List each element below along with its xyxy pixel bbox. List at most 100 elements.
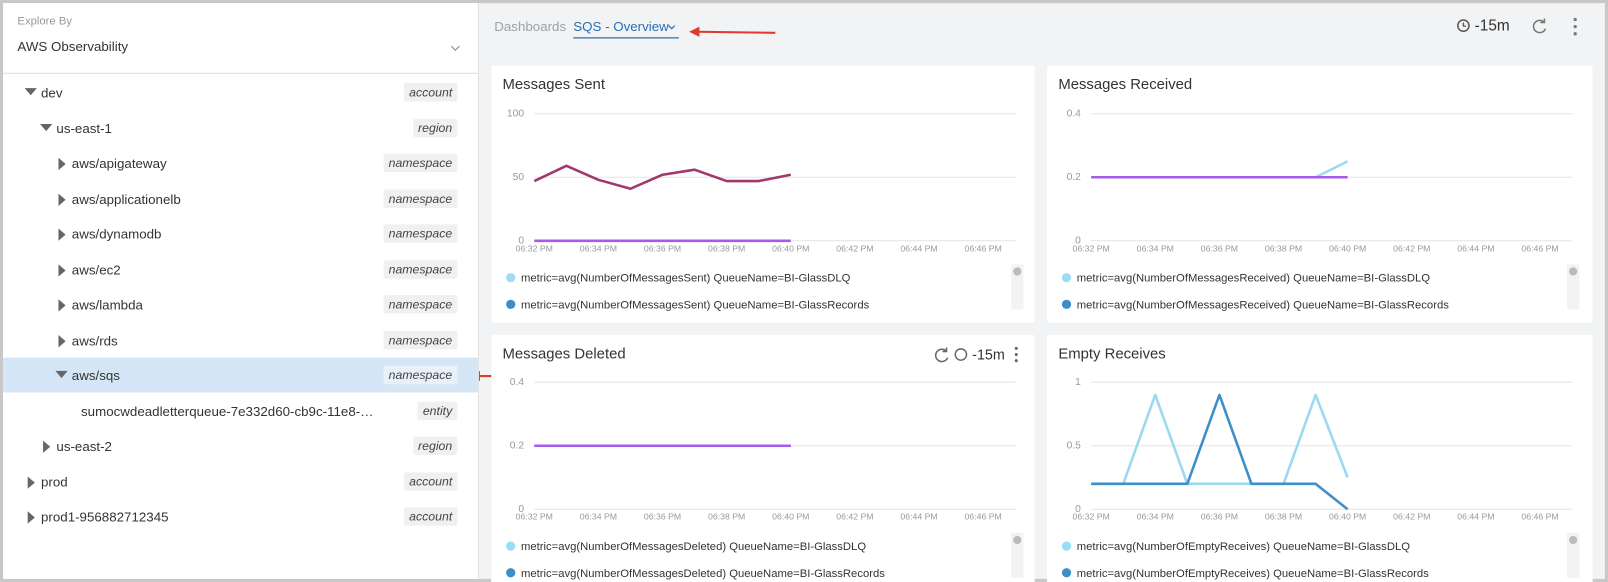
- tree-label: us-east-1: [56, 120, 112, 136]
- tree-row[interactable]: aws/apigateway namespace: [3, 146, 478, 181]
- x-tick-label: 06:32 PM: [516, 243, 553, 253]
- x-tick-label: 06:38 PM: [1265, 243, 1302, 253]
- tree-tag: namespace: [383, 330, 458, 349]
- expand-toggle[interactable]: [58, 157, 66, 171]
- expand-toggle[interactable]: [58, 299, 66, 312]
- refresh-icon: [934, 347, 949, 363]
- tree-tag: entity: [417, 401, 458, 420]
- clock-icon: [954, 348, 968, 361]
- tree-label: aws/dynamodb: [71, 226, 162, 242]
- x-tick-label: 06:32 PM: [1073, 512, 1110, 522]
- x-tick-label: 06:44 PM: [900, 243, 937, 253]
- expand-toggle[interactable]: [39, 123, 53, 131]
- legend-label[interactable]: metric=avg(NumberOfMessagesSent) QueueNa…: [521, 273, 851, 285]
- y-tick-label: 0.2: [510, 440, 525, 451]
- legend-swatch: [506, 273, 516, 283]
- legend-scrollbar: [1566, 532, 1580, 578]
- legend-label[interactable]: metric=avg(NumberOfMessagesDeleted) Queu…: [521, 541, 866, 553]
- tree-row[interactable]: prod1-956882712345 account: [3, 499, 478, 534]
- expand-toggle[interactable]: [58, 228, 66, 241]
- x-tick-label: 06:38 PM: [1265, 512, 1302, 522]
- tree-row[interactable]: dev account: [3, 75, 478, 110]
- expand-toggle[interactable]: [58, 263, 66, 277]
- y-tick-label: 1: [1075, 377, 1081, 388]
- x-tick-label: 06:44 PM: [1457, 243, 1494, 253]
- tree-tag: region: [412, 118, 458, 137]
- scroll-thumb: [1569, 267, 1578, 276]
- expand-toggle[interactable]: [58, 193, 66, 206]
- expand-toggle[interactable]: [24, 88, 37, 96]
- x-tick-label: 06:40 PM: [1329, 243, 1366, 253]
- legend-scrollbar: [1011, 264, 1024, 310]
- expand-toggle[interactable]: [58, 334, 66, 347]
- panel: [1047, 335, 1593, 582]
- legend-swatch: [506, 299, 516, 309]
- legend-label[interactable]: metric=avg(NumberOfMessagesSent) QueueNa…: [521, 299, 870, 311]
- menu-dot: [1014, 359, 1018, 363]
- x-tick-label: 06:46 PM: [1521, 512, 1558, 522]
- y-tick-label: 0.4: [1067, 108, 1082, 119]
- legend-label[interactable]: metric=avg(NumberOfMessagesReceived) Que…: [1077, 299, 1449, 311]
- tree-label: aws/sqs: [71, 367, 120, 384]
- expand-toggle[interactable]: [43, 440, 51, 453]
- x-tick-label: 06:32 PM: [516, 512, 553, 522]
- tree-tag: namespace: [383, 365, 458, 385]
- divider: [3, 72, 478, 74]
- annotation-arrow: [697, 30, 776, 34]
- x-tick-label: 06:32 PM: [1073, 243, 1110, 253]
- expand-toggle[interactable]: [27, 475, 35, 489]
- expand-toggle[interactable]: [55, 370, 68, 379]
- tree-row[interactable]: aws/lambda namespace: [3, 287, 478, 322]
- legend-swatch: [1061, 299, 1072, 309]
- dashboard-selector[interactable]: SQS - Overview: [573, 19, 669, 34]
- clock-hand: [1462, 22, 1466, 27]
- legend-scrollbar: [1011, 532, 1024, 578]
- tree-row[interactable]: us-east-2 region: [3, 428, 478, 463]
- menu-dot: [1014, 352, 1018, 357]
- tree-tag: namespace: [383, 153, 458, 173]
- tree-row[interactable]: aws/dynamodb namespace: [3, 216, 478, 251]
- panel-title: Empty Receives: [1058, 346, 1165, 362]
- y-tick-label: 100: [507, 108, 524, 119]
- menu-dot: [1014, 346, 1018, 350]
- legend-swatch: [1061, 273, 1072, 283]
- clock-icon[interactable]: [1457, 19, 1470, 32]
- tree-row[interactable]: aws/ec2 namespace: [3, 252, 478, 287]
- scroll-thumb: [1013, 535, 1022, 545]
- tree-row[interactable]: aws/rds namespace: [3, 322, 478, 357]
- panel-title: Messages Received: [1058, 77, 1192, 93]
- tree-label: aws/applicationelb: [71, 191, 181, 207]
- tree-row[interactable]: aws/applicationelb namespace: [3, 181, 478, 216]
- y-tick-label: 0.2: [1067, 172, 1082, 183]
- menu-icon[interactable]: [1573, 17, 1577, 36]
- y-tick-label: 0.5: [1067, 440, 1082, 451]
- tree-label: aws/apigateway: [71, 155, 167, 172]
- x-tick-label: 06:36 PM: [644, 512, 681, 522]
- tree-row[interactable]: prod account: [3, 464, 478, 499]
- x-tick-label: 06:40 PM: [772, 512, 809, 522]
- legend-label[interactable]: metric=avg(NumberOfEmptyReceives) QueueN…: [1077, 541, 1410, 553]
- legend-label[interactable]: metric=avg(NumberOfEmptyReceives) QueueN…: [1077, 568, 1429, 580]
- x-tick-label: 06:40 PM: [1329, 512, 1366, 522]
- breadcrumb[interactable]: Dashboards: [494, 19, 566, 34]
- panel-title: Messages Sent: [502, 77, 605, 93]
- tree-label: prod: [41, 473, 68, 490]
- legend-swatch: [1061, 541, 1072, 551]
- tree-row[interactable]: aws/sqs namespace: [3, 357, 478, 393]
- x-tick-label: 06:38 PM: [708, 512, 745, 522]
- selector-chevron[interactable]: [668, 25, 676, 30]
- tree-row[interactable]: sumocwdeadletterqueue-7e332d60-cb9c-11e8…: [3, 393, 478, 428]
- expand-toggle[interactable]: [27, 511, 35, 524]
- refresh-icon[interactable]: [1532, 18, 1547, 34]
- series-line: [1091, 393, 1349, 486]
- time-range[interactable]: -15m: [1475, 18, 1510, 35]
- explore-by-select[interactable]: AWS Observability: [17, 38, 129, 55]
- legend-label[interactable]: metric=avg(NumberOfMessagesReceived) Que…: [1077, 273, 1431, 285]
- select-chevron[interactable]: [450, 44, 460, 52]
- x-tick-label: 06:38 PM: [708, 243, 745, 253]
- y-tick-label: 0: [1075, 504, 1081, 515]
- tree-row[interactable]: us-east-1 region: [3, 110, 478, 145]
- tree-tag: namespace: [383, 189, 458, 208]
- legend-label[interactable]: metric=avg(NumberOfMessagesDeleted) Queu…: [521, 568, 885, 580]
